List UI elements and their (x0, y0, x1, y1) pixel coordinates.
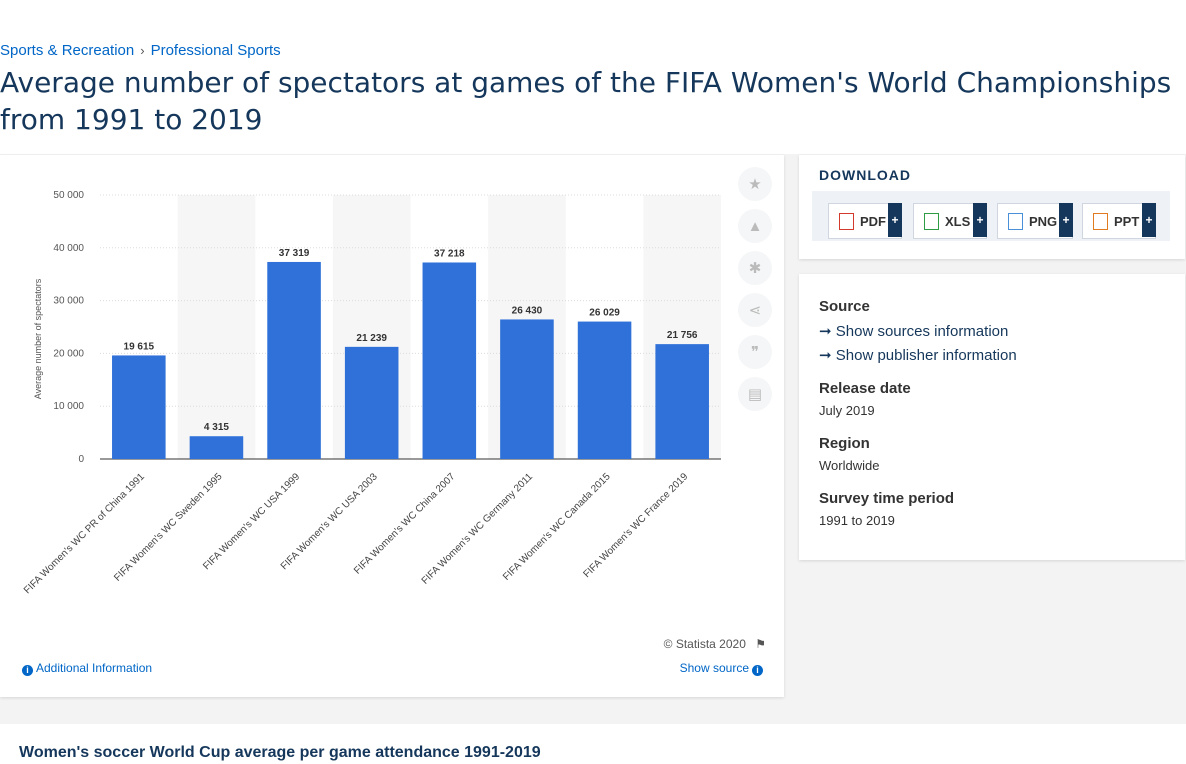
bar (344, 346, 399, 459)
bar (577, 321, 632, 459)
plus-icon: + (1142, 203, 1156, 237)
download-png-button[interactable]: PNG + (997, 203, 1073, 239)
bar (500, 319, 554, 459)
y-tick-label: 50 000 (53, 190, 84, 201)
share-icon[interactable]: ⋖ (738, 293, 772, 327)
top-navigation-bar (0, 0, 1186, 36)
plus-icon: + (888, 203, 902, 237)
download-pdf-label: PDF (860, 213, 886, 229)
data-label: 21 239 (356, 333, 387, 344)
source-heading: Source (819, 298, 870, 315)
data-label: 4 315 (204, 422, 229, 433)
statistic-details-card: Source ➞ Show sources information ➞ Show… (799, 274, 1185, 560)
download-ppt-label: PPT (1114, 213, 1140, 229)
download-buttons: PDF + XLS + PNG + PPT + (812, 191, 1170, 241)
flag-icon[interactable]: ⚑ (755, 637, 766, 651)
survey-period-heading: Survey time period (819, 490, 955, 507)
release-date-heading: Release date (819, 380, 911, 397)
download-heading: DOWNLOAD (819, 167, 911, 183)
breadcrumb-professional-sports[interactable]: Professional Sports (150, 42, 281, 59)
additional-information-label: Additional Information (36, 661, 153, 675)
download-xls-button[interactable]: XLS + (913, 203, 987, 239)
plus-icon: + (973, 203, 987, 237)
related-statistic-card: Women's soccer World Cup average per gam… (0, 724, 1186, 764)
arrow-right-icon: ➞ (819, 347, 836, 364)
show-publisher-link[interactable]: ➞ Show publisher information (819, 346, 1017, 364)
chart-copyright: © Statista 2020 ⚑ (664, 637, 766, 651)
breadcrumb-sports-recreation[interactable]: Sports & Recreation (0, 42, 135, 59)
quote-icon[interactable]: ❞ (738, 335, 772, 369)
data-label: 19 615 (124, 341, 155, 352)
ppt-file-icon (1093, 212, 1108, 230)
additional-information-link[interactable]: i Additional Information (19, 661, 152, 676)
y-tick-label: 20 000 (53, 348, 84, 359)
chart-card: 0 10 000 20 000 30 000 40 000 50 000 Average n… (0, 155, 784, 697)
data-label: 26 029 (589, 308, 620, 319)
download-card: DOWNLOAD PDF + XLS + PNG + PPT + (799, 155, 1185, 259)
breadcrumb-separator: › (140, 43, 145, 58)
x-tick-label: FIFA Women's WC PR of China 1991 (22, 471, 147, 596)
breadcrumb: Sports & Recreation › Professional Sports (0, 42, 281, 59)
arrow-right-icon: ➞ (819, 323, 836, 340)
show-source-label: Show source (679, 661, 749, 675)
related-statistic-title[interactable]: Women's soccer World Cup average per gam… (19, 744, 541, 761)
show-source-link[interactable]: Show source i (680, 661, 766, 676)
data-label: 21 756 (667, 330, 698, 341)
xls-file-icon (924, 212, 939, 230)
survey-period-value: 1991 to 2019 (819, 513, 895, 528)
y-tick-label: 0 (78, 454, 84, 465)
page-title: Average number of spectators at games of… (0, 66, 1172, 136)
data-label: 37 218 (434, 248, 465, 259)
info-icon: i (22, 665, 33, 676)
y-axis-title: Average number of spectators (33, 278, 43, 399)
bar (267, 261, 321, 459)
bar (189, 436, 244, 459)
show-publisher-label: Show publisher information (835, 347, 1017, 364)
bar (112, 355, 166, 459)
chart-band (177, 195, 256, 459)
show-sources-link[interactable]: ➞ Show sources information (819, 322, 1008, 340)
data-label: 37 319 (279, 248, 310, 259)
chart-toolbar: ★ ▲ ✱ ⋖ ❞ ▤ (738, 167, 772, 419)
region-value: Worldwide (819, 458, 880, 473)
bell-icon[interactable]: ▲ (738, 209, 772, 243)
bar (655, 344, 709, 459)
header-area (0, 36, 1186, 154)
star-icon[interactable]: ★ (738, 167, 772, 201)
y-tick-label: 40 000 (53, 243, 84, 254)
download-xls-label: XLS (945, 213, 971, 229)
download-png-label: PNG (1029, 213, 1058, 229)
download-ppt-button[interactable]: PPT + (1082, 203, 1156, 239)
copyright-text: © Statista 2020 (663, 637, 746, 651)
y-tick-label: 10 000 (53, 401, 84, 412)
show-sources-label: Show sources information (835, 323, 1009, 340)
info-icon: i (752, 665, 763, 676)
data-label: 26 430 (512, 305, 543, 316)
pdf-file-icon (839, 212, 854, 230)
download-pdf-button[interactable]: PDF + (828, 203, 902, 239)
region-heading: Region (819, 435, 870, 452)
png-file-icon (1008, 212, 1023, 230)
bar (422, 262, 477, 459)
bar-chart: 0 10 000 20 000 30 000 40 000 50 000 Average n… (22, 190, 721, 596)
y-tick-label: 30 000 (53, 296, 84, 307)
release-date-value: July 2019 (819, 403, 875, 418)
plus-icon: + (1059, 203, 1073, 237)
print-icon[interactable]: ▤ (738, 377, 772, 411)
gear-icon[interactable]: ✱ (738, 251, 772, 285)
